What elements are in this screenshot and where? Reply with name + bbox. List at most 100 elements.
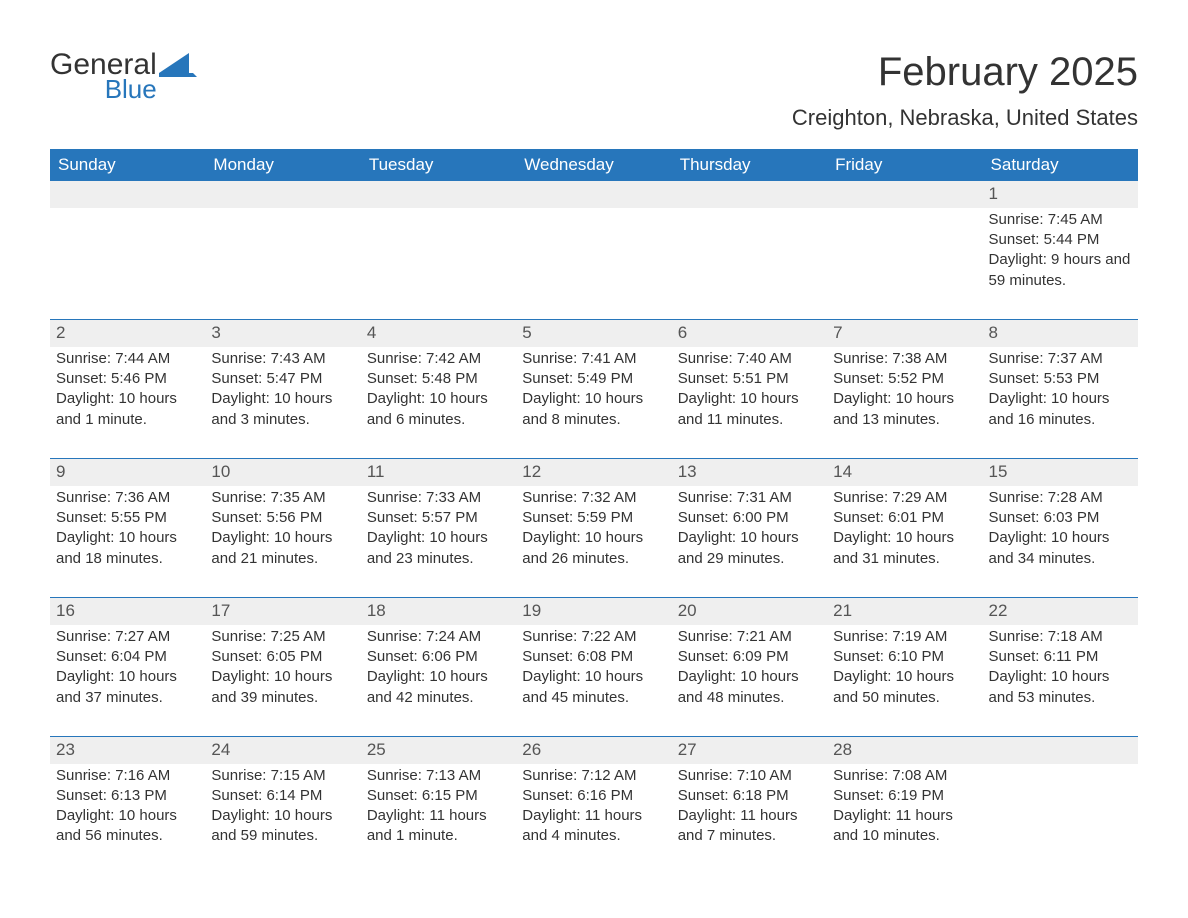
daylight-line: Daylight: 10 hours and 1 minute. <box>56 389 199 430</box>
day-cell: Sunrise: 7:35 AMSunset: 5:56 PMDaylight:… <box>205 486 360 597</box>
sunrise-line: Sunrise: 7:37 AM <box>989 349 1132 369</box>
day-number: 4 <box>361 320 516 347</box>
sunrise-line: Sunrise: 7:08 AM <box>833 766 976 786</box>
day-cell <box>50 208 205 319</box>
daylight-line: Daylight: 11 hours and 7 minutes. <box>678 806 821 847</box>
sunset-line: Sunset: 5:51 PM <box>678 369 821 389</box>
sunrise-line: Sunrise: 7:24 AM <box>367 627 510 647</box>
title-block: February 2025 Creighton, Nebraska, Unite… <box>792 50 1138 131</box>
day-number: 8 <box>983 320 1138 347</box>
sunset-line: Sunset: 6:04 PM <box>56 647 199 667</box>
daynum-cell: 8 <box>983 320 1138 347</box>
day-cell: Sunrise: 7:24 AMSunset: 6:06 PMDaylight:… <box>361 625 516 736</box>
calendar-table: SundayMondayTuesdayWednesdayThursdayFrid… <box>50 149 1138 875</box>
day-cell: Sunrise: 7:40 AMSunset: 5:51 PMDaylight:… <box>672 347 827 458</box>
daynum-cell: 15 <box>983 459 1138 486</box>
daylight-line: Daylight: 10 hours and 29 minutes. <box>678 528 821 569</box>
day-number: 12 <box>516 459 671 486</box>
sunset-line: Sunset: 6:01 PM <box>833 508 976 528</box>
sunrise-line: Sunrise: 7:42 AM <box>367 349 510 369</box>
daylight-line: Daylight: 10 hours and 42 minutes. <box>367 667 510 708</box>
daynum-cell: 11 <box>361 459 516 486</box>
daylight-line: Daylight: 10 hours and 31 minutes. <box>833 528 976 569</box>
day-number: 11 <box>361 459 516 486</box>
daynum-cell: 28 <box>827 737 982 764</box>
daylight-line: Daylight: 10 hours and 56 minutes. <box>56 806 199 847</box>
sunset-line: Sunset: 6:13 PM <box>56 786 199 806</box>
day-cell: Sunrise: 7:45 AMSunset: 5:44 PMDaylight:… <box>983 208 1138 319</box>
daynum-cell: 26 <box>516 737 671 764</box>
daylight-line: Daylight: 10 hours and 59 minutes. <box>211 806 354 847</box>
day-number: 13 <box>672 459 827 486</box>
sunset-line: Sunset: 6:05 PM <box>211 647 354 667</box>
sunrise-line: Sunrise: 7:18 AM <box>989 627 1132 647</box>
sunrise-line: Sunrise: 7:41 AM <box>522 349 665 369</box>
daynum-cell: 1 <box>983 181 1138 208</box>
daynum-cell: 24 <box>205 737 360 764</box>
sunrise-line: Sunrise: 7:21 AM <box>678 627 821 647</box>
day-number: 23 <box>50 737 205 764</box>
sunrise-line: Sunrise: 7:33 AM <box>367 488 510 508</box>
day-cell <box>672 208 827 319</box>
day-number: 15 <box>983 459 1138 486</box>
daynum-cell: 14 <box>827 459 982 486</box>
daylight-line: Daylight: 11 hours and 1 minute. <box>367 806 510 847</box>
daynum-cell: 12 <box>516 459 671 486</box>
daynum-cell: 10 <box>205 459 360 486</box>
sunset-line: Sunset: 6:14 PM <box>211 786 354 806</box>
daynum-row: 9101112131415 <box>50 459 1138 486</box>
daynum-cell: 5 <box>516 320 671 347</box>
day-cell: Sunrise: 7:08 AMSunset: 6:19 PMDaylight:… <box>827 764 982 875</box>
header: General Blue February 2025 Creighton, Ne… <box>50 50 1138 131</box>
day-cell: Sunrise: 7:10 AMSunset: 6:18 PMDaylight:… <box>672 764 827 875</box>
day-cell: Sunrise: 7:29 AMSunset: 6:01 PMDaylight:… <box>827 486 982 597</box>
day-cell: Sunrise: 7:41 AMSunset: 5:49 PMDaylight:… <box>516 347 671 458</box>
sunrise-line: Sunrise: 7:45 AM <box>989 210 1132 230</box>
day-number: 5 <box>516 320 671 347</box>
day-number: 19 <box>516 598 671 625</box>
day-cell: Sunrise: 7:21 AMSunset: 6:09 PMDaylight:… <box>672 625 827 736</box>
sunset-line: Sunset: 6:18 PM <box>678 786 821 806</box>
day-number: 24 <box>205 737 360 764</box>
day-number: 21 <box>827 598 982 625</box>
daynum-cell: 2 <box>50 320 205 347</box>
sunrise-line: Sunrise: 7:10 AM <box>678 766 821 786</box>
sunset-line: Sunset: 5:48 PM <box>367 369 510 389</box>
day-cell: Sunrise: 7:25 AMSunset: 6:05 PMDaylight:… <box>205 625 360 736</box>
sunrise-line: Sunrise: 7:25 AM <box>211 627 354 647</box>
day-number: 10 <box>205 459 360 486</box>
daynum-cell <box>361 181 516 208</box>
day-number: 18 <box>361 598 516 625</box>
daylight-line: Daylight: 10 hours and 21 minutes. <box>211 528 354 569</box>
week-row: Sunrise: 7:45 AMSunset: 5:44 PMDaylight:… <box>50 208 1138 319</box>
daylight-line: Daylight: 10 hours and 48 minutes. <box>678 667 821 708</box>
sunset-line: Sunset: 5:59 PM <box>522 508 665 528</box>
day-number: 16 <box>50 598 205 625</box>
day-header: Tuesday <box>361 149 516 181</box>
sunrise-line: Sunrise: 7:32 AM <box>522 488 665 508</box>
week-row: Sunrise: 7:27 AMSunset: 6:04 PMDaylight:… <box>50 625 1138 736</box>
week-row: Sunrise: 7:16 AMSunset: 6:13 PMDaylight:… <box>50 764 1138 875</box>
day-number: 2 <box>50 320 205 347</box>
sunrise-line: Sunrise: 7:38 AM <box>833 349 976 369</box>
daynum-cell: 13 <box>672 459 827 486</box>
daylight-line: Daylight: 10 hours and 3 minutes. <box>211 389 354 430</box>
day-cell: Sunrise: 7:15 AMSunset: 6:14 PMDaylight:… <box>205 764 360 875</box>
day-cell: Sunrise: 7:38 AMSunset: 5:52 PMDaylight:… <box>827 347 982 458</box>
daylight-line: Daylight: 9 hours and 59 minutes. <box>989 250 1132 291</box>
day-cell: Sunrise: 7:43 AMSunset: 5:47 PMDaylight:… <box>205 347 360 458</box>
daynum-cell: 16 <box>50 598 205 625</box>
day-header: Friday <box>827 149 982 181</box>
daynum-cell: 23 <box>50 737 205 764</box>
daylight-line: Daylight: 10 hours and 23 minutes. <box>367 528 510 569</box>
sunrise-line: Sunrise: 7:16 AM <box>56 766 199 786</box>
daylight-line: Daylight: 10 hours and 26 minutes. <box>522 528 665 569</box>
sunset-line: Sunset: 5:56 PM <box>211 508 354 528</box>
daynum-row: 232425262728 <box>50 737 1138 764</box>
daylight-line: Daylight: 11 hours and 10 minutes. <box>833 806 976 847</box>
day-number: 1 <box>983 181 1138 208</box>
day-number: 7 <box>827 320 982 347</box>
sunrise-line: Sunrise: 7:22 AM <box>522 627 665 647</box>
daynum-cell: 21 <box>827 598 982 625</box>
location: Creighton, Nebraska, United States <box>792 105 1138 131</box>
